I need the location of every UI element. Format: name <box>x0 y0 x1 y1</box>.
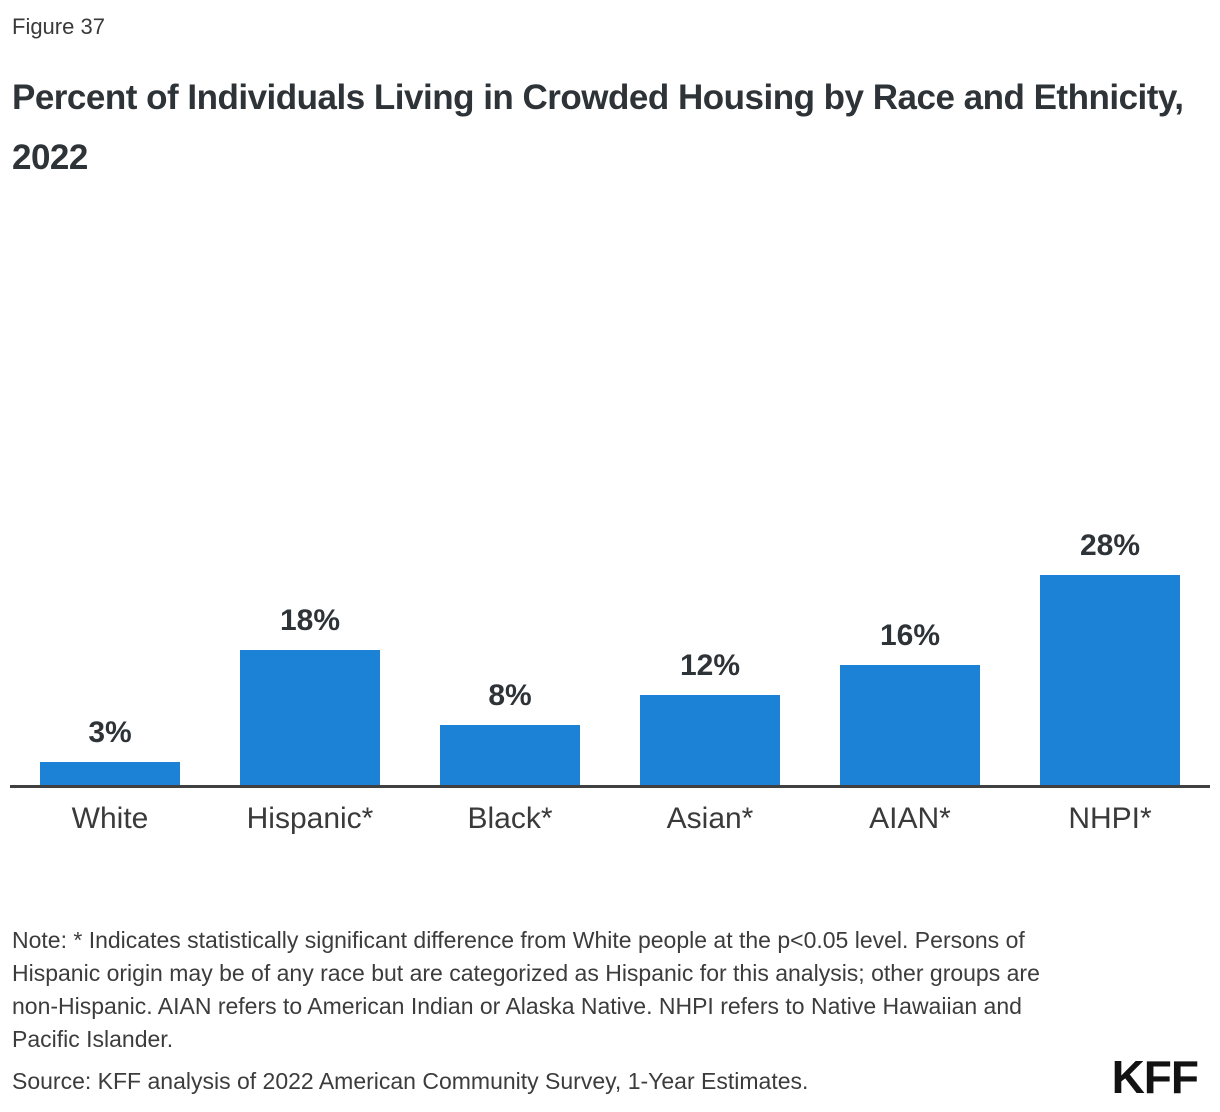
note-text: Note: * Indicates statistically signific… <box>12 927 1040 1052</box>
bar-value-label: 16% <box>879 619 941 652</box>
bar-column-aian: 16% <box>810 520 1010 785</box>
category-label-nhpi: NHPI* <box>1068 802 1152 835</box>
category-label-asian: Asian* <box>666 802 754 835</box>
source-text: Source: KFF analysis of 2022 American Co… <box>12 1068 809 1094</box>
chart-title: Percent of Individuals Living in Crowded… <box>12 78 1184 177</box>
bar-nhpi <box>1040 575 1180 785</box>
bar-value-label: 8% <box>488 679 532 712</box>
bar-asian <box>640 695 780 785</box>
bar-white <box>40 762 180 785</box>
x-axis-category-labels: White Hispanic* Black* Asian* AIAN* NHPI… <box>10 802 1210 836</box>
bar-column-black: 8% <box>410 520 610 785</box>
bar-black <box>440 725 580 785</box>
bar-value-label: 18% <box>279 604 341 637</box>
kff-logo: KFF <box>1111 1051 1199 1103</box>
bar-aian <box>840 665 980 785</box>
bar-column-nhpi: 28% <box>1010 520 1210 785</box>
bar-column-hispanic: 18% <box>210 520 410 785</box>
bar-column-white: 3% <box>10 520 210 785</box>
category-label-aian: AIAN* <box>869 802 951 835</box>
bar-hispanic <box>240 650 380 785</box>
bar-chart-plot-area: 3% 18% 8% 12% 16% 28% <box>10 520 1210 788</box>
bar-value-label: 28% <box>1079 529 1141 562</box>
bar-value-label: 3% <box>88 716 132 749</box>
category-label-black: Black* <box>467 802 553 835</box>
category-label-hispanic: Hispanic* <box>246 802 374 835</box>
bar-column-asian: 12% <box>610 520 810 785</box>
bar-value-label: 12% <box>679 649 741 682</box>
category-label-white: White <box>71 802 149 835</box>
figure-label: Figure 37 <box>12 14 105 39</box>
